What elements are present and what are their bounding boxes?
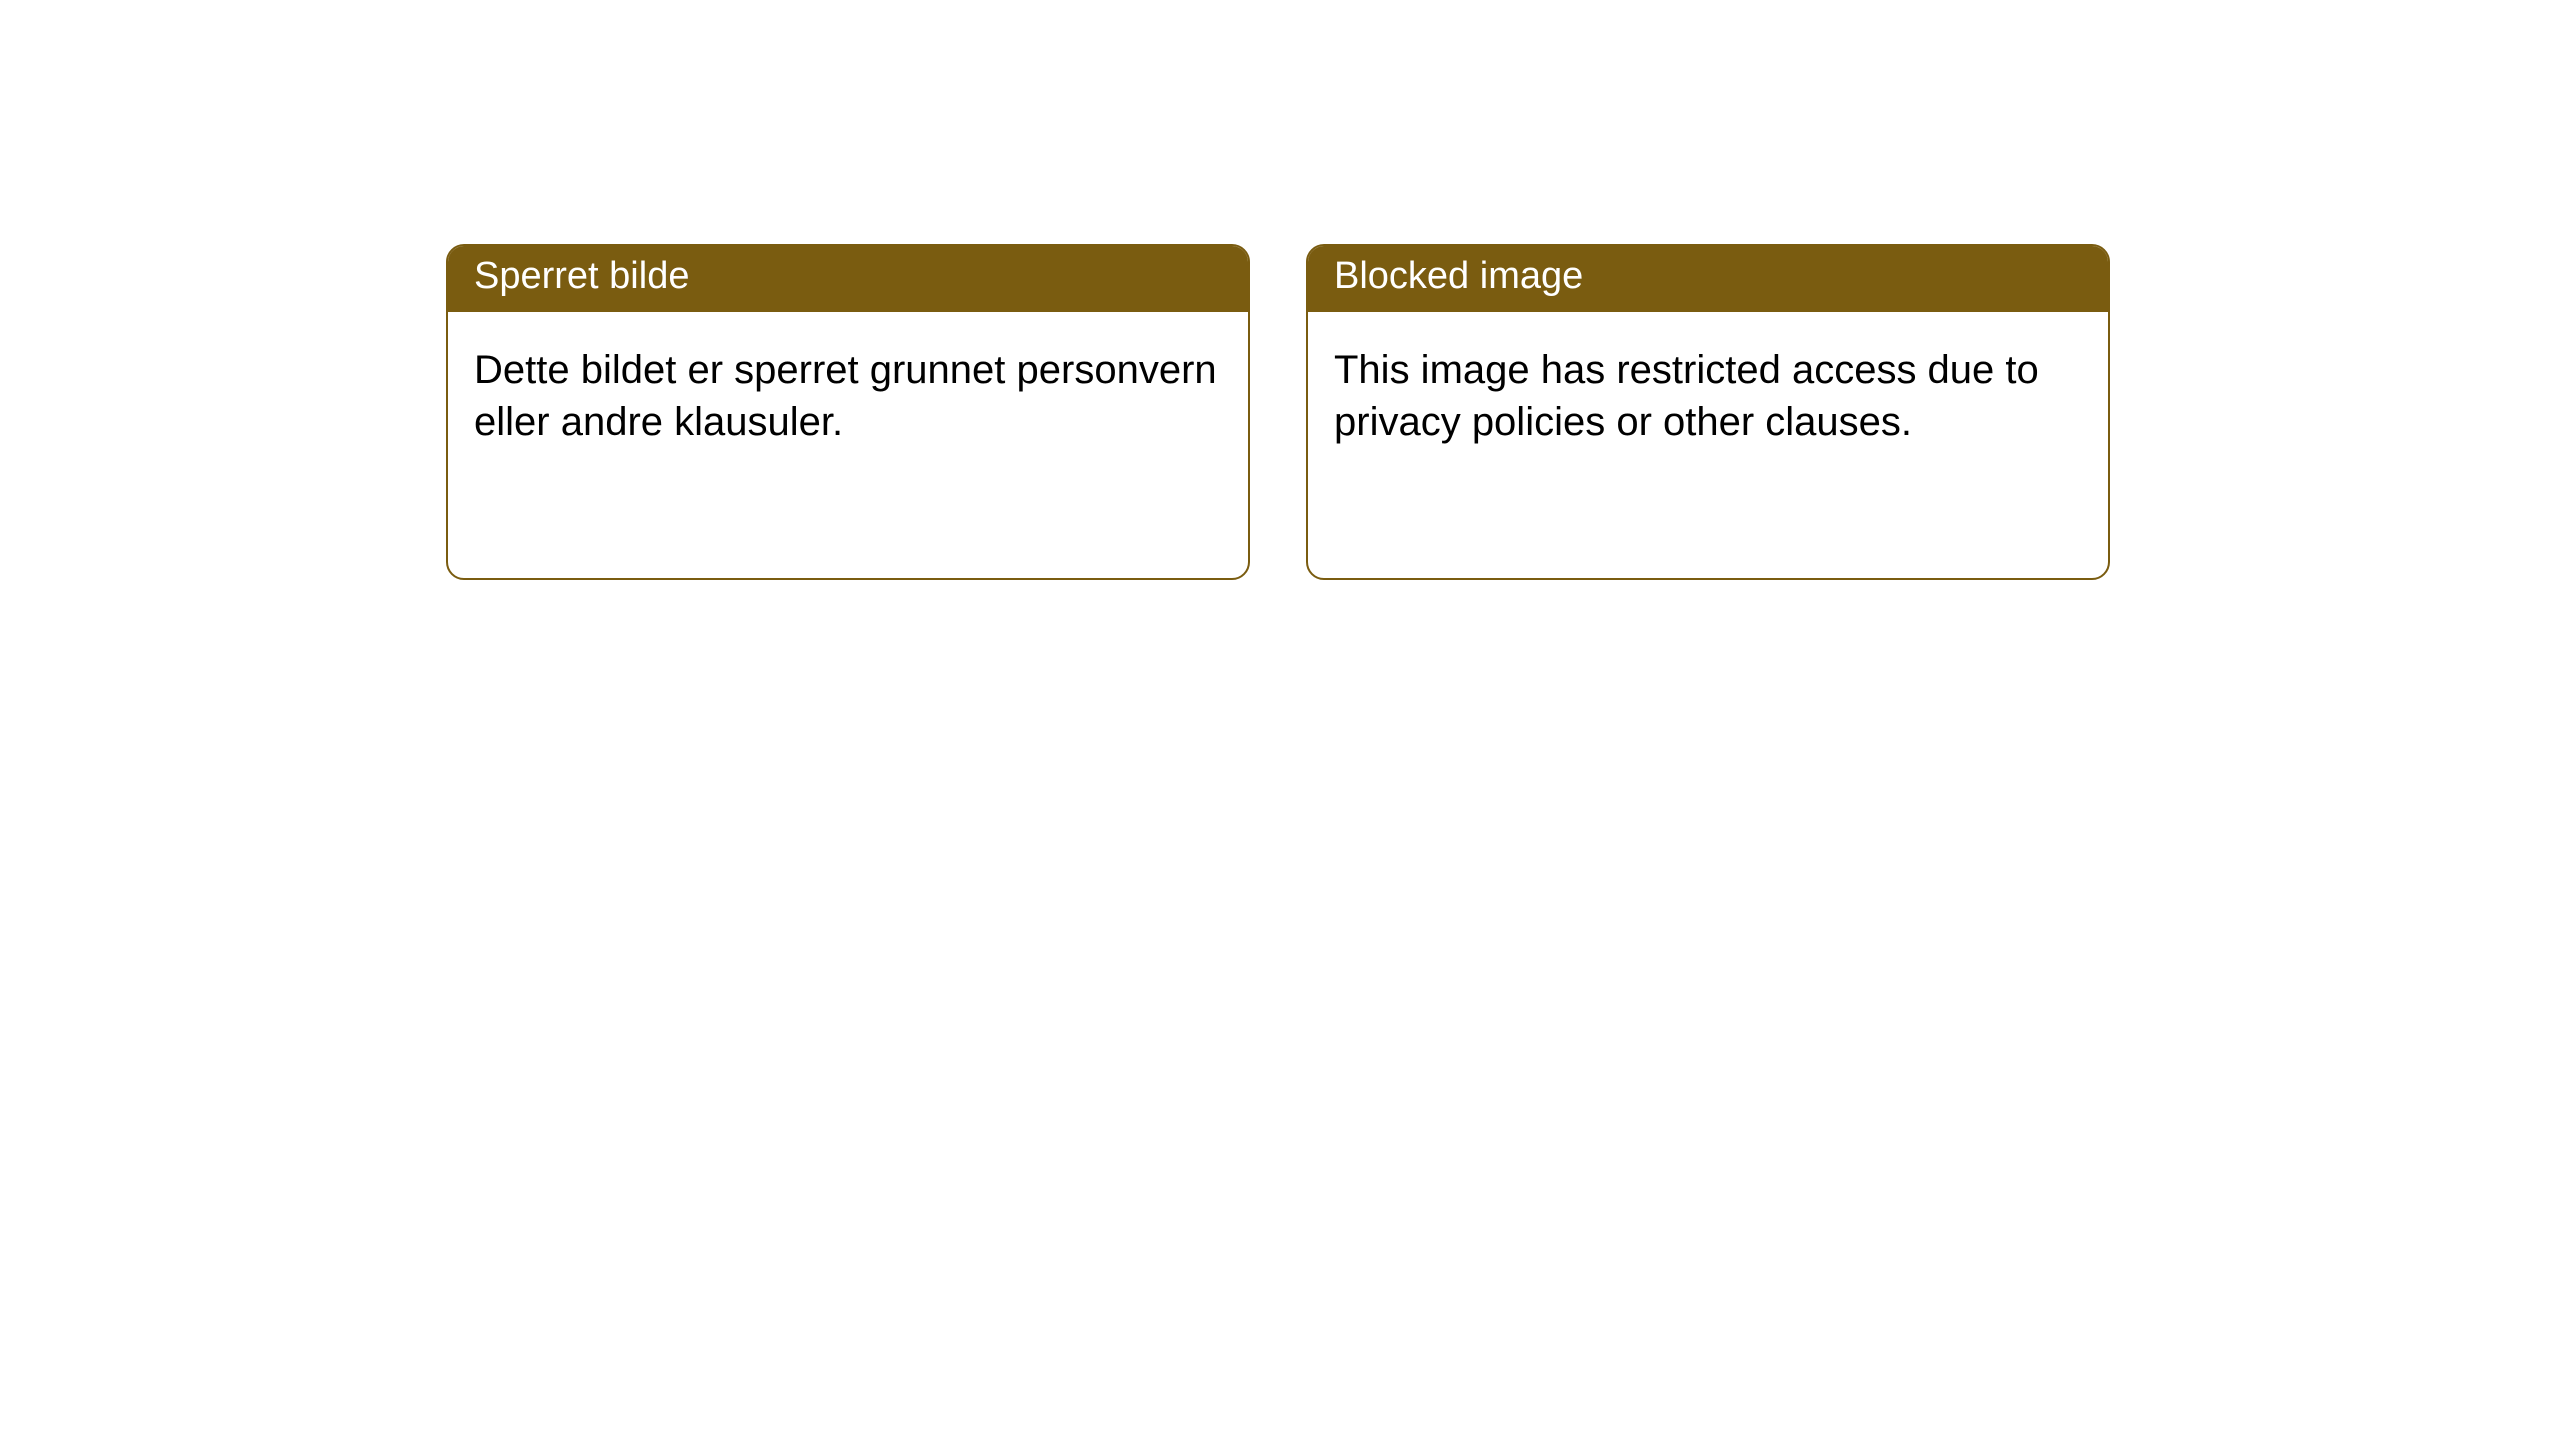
notice-body: Dette bildet er sperret grunnet personve… (448, 312, 1248, 480)
notice-header: Blocked image (1308, 246, 2108, 312)
notice-header: Sperret bilde (448, 246, 1248, 312)
notice-container: Sperret bilde Dette bildet er sperret gr… (0, 0, 2560, 580)
notice-card-english: Blocked image This image has restricted … (1306, 244, 2110, 580)
notice-card-norwegian: Sperret bilde Dette bildet er sperret gr… (446, 244, 1250, 580)
notice-body: This image has restricted access due to … (1308, 312, 2108, 480)
